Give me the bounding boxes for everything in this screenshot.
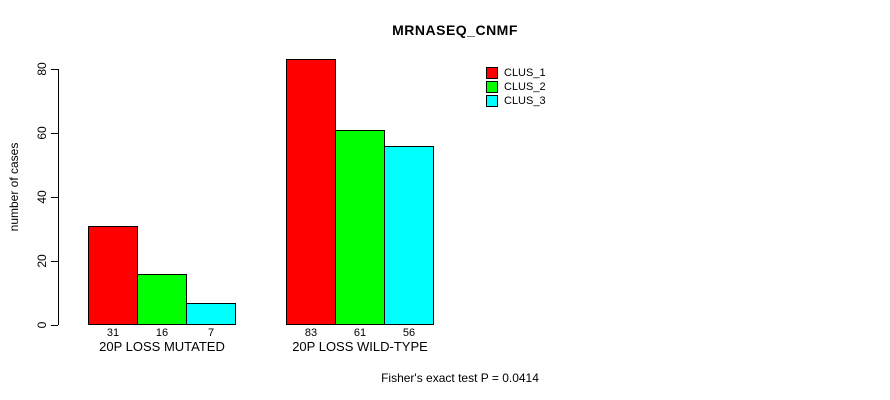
legend-item-clus-1: CLUS_1 <box>486 66 546 80</box>
bar-clus_2-20p-loss-wild-type <box>335 129 385 325</box>
fishers-test-annotation: Fisher's exact test P = 0.0414 <box>381 371 539 385</box>
category-label: 20P LOSS WILD-TYPE <box>292 339 428 354</box>
bar-value-label: 56 <box>402 327 416 339</box>
bar-clus_1-20p-loss-mutated <box>88 225 138 325</box>
bar-clus_1-20p-loss-wild-type <box>286 59 336 325</box>
bar-value-label: 61 <box>353 327 367 339</box>
legend-swatch-clus-2 <box>486 81 498 93</box>
y-axis-line <box>58 69 59 325</box>
bar-value-label: 16 <box>155 327 169 339</box>
y-tick-label: 40 <box>35 190 49 204</box>
y-tick-label: 60 <box>35 126 49 140</box>
legend-swatch-clus-3 <box>486 95 498 107</box>
chart-title: MRNASEQ_CNMF <box>392 22 518 38</box>
bar-value-label: 83 <box>304 327 318 339</box>
legend-swatch-clus-1 <box>486 67 498 79</box>
legend-label-clus-2: CLUS_2 <box>504 81 546 93</box>
bar-clus_2-20p-loss-mutated <box>137 273 187 325</box>
y-tick-mark <box>51 261 58 262</box>
y-tick-mark <box>51 325 58 326</box>
legend: CLUS_1 CLUS_2 CLUS_3 <box>486 66 546 108</box>
y-tick-label: 0 <box>35 321 49 329</box>
y-tick-label: 20 <box>35 254 49 268</box>
y-tick-mark <box>51 69 58 70</box>
category-label: 20P LOSS MUTATED <box>99 339 225 354</box>
bar-clus_3-20p-loss-mutated <box>186 302 236 325</box>
legend-item-clus-3: CLUS_3 <box>486 94 546 108</box>
bar-clus_3-20p-loss-wild-type <box>384 145 434 325</box>
y-tick-mark <box>51 133 58 134</box>
bar-value-label: 31 <box>106 327 120 339</box>
bar-value-label: 7 <box>207 327 215 339</box>
legend-item-clus-2: CLUS_2 <box>486 80 546 94</box>
legend-label-clus-3: CLUS_3 <box>504 95 546 107</box>
legend-label-clus-1: CLUS_1 <box>504 67 546 79</box>
y-tick-mark <box>51 197 58 198</box>
y-tick-label: 80 <box>35 62 49 76</box>
y-axis-label: number of cases <box>7 142 21 232</box>
